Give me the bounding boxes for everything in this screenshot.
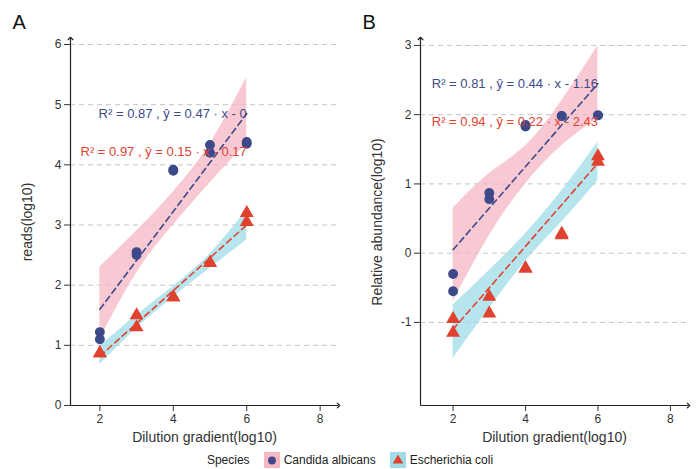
svg-text:1: 1: [405, 177, 412, 191]
svg-text:6: 6: [243, 412, 250, 426]
svg-text:2: 2: [97, 412, 104, 426]
svg-text:8: 8: [317, 412, 324, 426]
svg-text:5: 5: [55, 98, 62, 112]
svg-text:2: 2: [450, 412, 457, 426]
svg-text:R² = 0.94 , ŷ = 0.22 · x - 2.4: R² = 0.94 , ŷ = 0.22 · x - 2.43: [432, 114, 598, 129]
svg-text:Dilution gradient(log10): Dilution gradient(log10): [482, 429, 627, 445]
html-text:Candida albicans: Candida albicans: [283, 452, 376, 467]
svg-text:0: 0: [55, 398, 62, 412]
svg-text:3: 3: [55, 218, 62, 232]
svg-text:R² = 0.81 , ŷ = 0.44 · x - 1.1: R² = 0.81 , ŷ = 0.44 · x - 1.16: [432, 76, 598, 91]
svg-text:4: 4: [55, 158, 62, 172]
svg-text:6: 6: [55, 37, 62, 51]
svg-text:Dilution gradient(log10): Dilution gradient(log10): [132, 429, 277, 445]
svg-text:1: 1: [55, 338, 62, 352]
svg-text:R² = 0.97 , ŷ = 0.15 · x - 0.1: R² = 0.97 , ŷ = 0.15 · x - 0.17: [81, 144, 247, 159]
svg-text:4: 4: [522, 412, 529, 426]
svg-text:8: 8: [667, 412, 674, 426]
svg-text:2: 2: [405, 108, 412, 122]
svg-text:0: 0: [405, 246, 412, 260]
svg-text:3: 3: [405, 38, 412, 52]
svg-text:4: 4: [170, 412, 177, 426]
svg-text:Relative abundance(log10): Relative abundance(log10): [369, 138, 385, 305]
svg-text:R² = 0.87 , ŷ = 0.47 · x - 0: R² = 0.87 , ŷ = 0.47 · x - 0: [99, 106, 247, 121]
svg-text:6: 6: [595, 412, 602, 426]
svg-text:2: 2: [55, 278, 62, 292]
svg-text:-1: -1: [401, 315, 412, 329]
svg-text:B: B: [363, 11, 376, 33]
svg-text:A: A: [13, 11, 27, 33]
html-text:Escherichia coli: Escherichia coli: [409, 452, 494, 467]
html-text:Species: Species: [206, 452, 250, 467]
svg-text:reads(log10): reads(log10): [19, 183, 35, 262]
